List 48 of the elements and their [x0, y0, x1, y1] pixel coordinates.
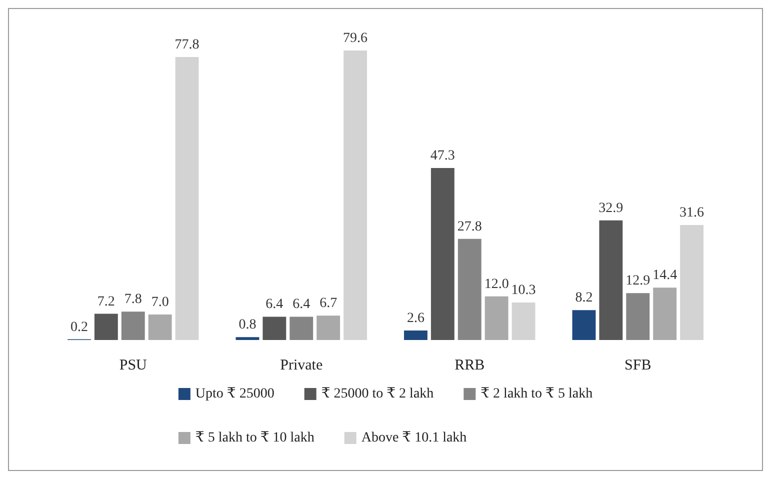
bar [236, 337, 260, 340]
x-tick-label: RRB [454, 358, 485, 374]
data-label: 6.4 [266, 297, 284, 312]
bar [148, 314, 172, 340]
bar [572, 310, 596, 340]
bar [680, 225, 704, 340]
data-label: 47.3 [430, 148, 455, 164]
data-label: 79.6 [343, 30, 368, 46]
data-label: 0.2 [70, 320, 88, 335]
data-label: 12.0 [484, 276, 509, 292]
bar [626, 293, 650, 340]
bar [290, 316, 314, 340]
bar [512, 302, 536, 340]
x-tick-label: PSU [119, 358, 148, 374]
legend-label: ₹ 2 lakh to ₹ 5 lakh [480, 386, 593, 402]
legend-label: Upto ₹ 25000 [195, 386, 274, 402]
bar [653, 288, 677, 340]
bar [458, 238, 482, 340]
data-label: 7.0 [151, 295, 169, 310]
legend-label: Above ₹ 10.1 lakh [361, 430, 467, 446]
legend-label: ₹ 25000 to ₹ 2 lakh [321, 386, 434, 402]
bar [599, 220, 623, 340]
bar [430, 168, 454, 340]
data-label: 14.4 [652, 268, 678, 284]
data-label: 77.8 [174, 38, 200, 52]
bar [175, 57, 199, 340]
data-label: 0.8 [238, 318, 256, 333]
bar [316, 316, 340, 340]
bar [121, 312, 145, 340]
data-label: 12.9 [626, 274, 650, 289]
data-label: 7.8 [124, 292, 142, 308]
data-label: 6.7 [320, 296, 338, 312]
bar [94, 314, 118, 340]
data-label: 27.8 [457, 219, 482, 234]
x-tick-label: SFB [624, 358, 652, 374]
bar [344, 50, 367, 340]
data-label: 6.4 [292, 297, 310, 312]
bar [484, 296, 508, 340]
data-label: 2.6 [406, 311, 424, 326]
bar [262, 316, 286, 340]
data-label: 31.6 [680, 206, 704, 221]
data-label: 7.2 [97, 294, 115, 310]
x-tick-label: Private [280, 358, 323, 374]
legend-label: ₹ 5 lakh to ₹ 10 lakh [195, 430, 314, 446]
data-label: 10.3 [511, 283, 536, 298]
bar [404, 330, 428, 340]
data-label: 32.9 [598, 200, 624, 216]
data-label: 8.2 [575, 290, 593, 306]
